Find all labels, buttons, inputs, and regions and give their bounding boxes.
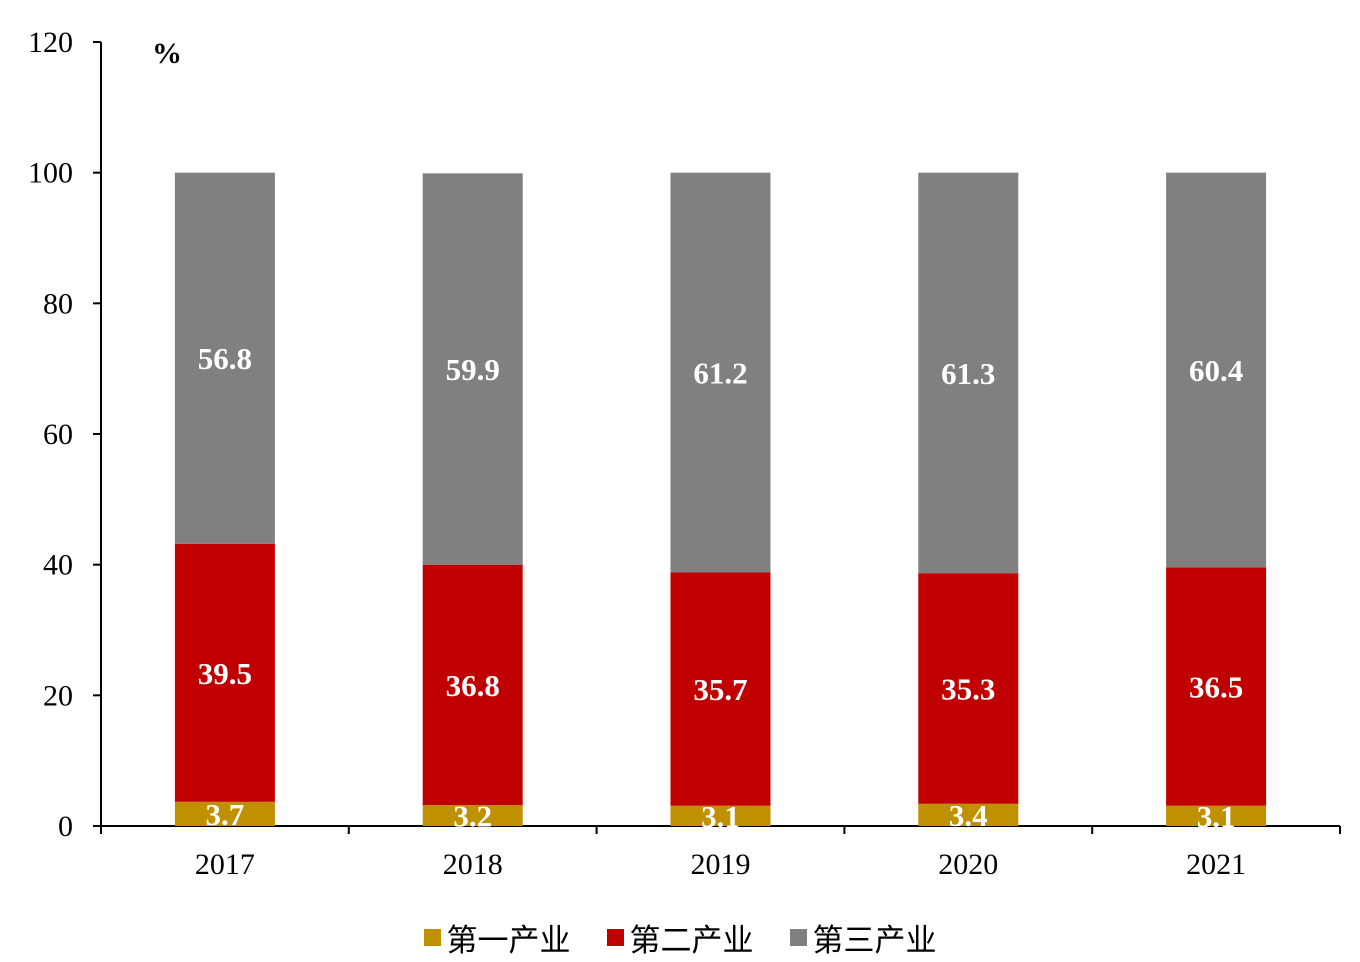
data-label: 35.3	[941, 671, 995, 706]
bar-segment	[422, 173, 523, 565]
data-label: 3.2	[453, 799, 492, 834]
y-unit-label: %	[152, 37, 182, 70]
y-tick-label: 80	[43, 287, 73, 320]
bar-segment	[1166, 567, 1267, 806]
bar-segment	[918, 803, 1019, 826]
legend-item: 第二产业	[606, 915, 754, 960]
bar-segment	[918, 573, 1019, 804]
data-label: 56.8	[198, 341, 252, 376]
bar-segment	[174, 172, 275, 544]
y-tick-label: 100	[28, 157, 73, 190]
y-axis: 0 20 40 60 80 100 120	[28, 26, 102, 843]
y-tick-label: 20	[43, 679, 73, 712]
legend-label: 第二产业	[629, 922, 754, 959]
bar-segment	[670, 572, 771, 806]
data-label: 39.5	[198, 656, 252, 691]
x-tick-label: 2018	[443, 848, 503, 881]
data-label: 3.1	[1197, 799, 1236, 834]
bar-segment	[1166, 172, 1267, 568]
data-label: 35.7	[693, 672, 747, 707]
legend-item: 第三产业	[789, 915, 937, 960]
data-label: 61.3	[941, 356, 995, 391]
bar-segment	[422, 564, 523, 806]
y-tick-label: 120	[28, 26, 73, 59]
data-label: 60.4	[1189, 353, 1243, 388]
bar-segment	[174, 543, 275, 802]
bar-segment	[918, 172, 1019, 574]
x-axis: 2017 2018 2019 2020 2021	[100, 825, 1341, 881]
x-tick-label: 2021	[1186, 848, 1246, 881]
legend-label: 第三产业	[812, 922, 937, 959]
data-labels: 3.7 39.5 56.8 3.2 36.8 59.9 3.1 35.7 61.2 3.4 35.3…	[198, 341, 1243, 834]
bar-segment	[670, 172, 771, 573]
bar-segment	[422, 805, 523, 826]
legend-label: 第一产业	[446, 922, 571, 959]
legend-swatch	[789, 928, 807, 946]
data-label: 3.7	[206, 797, 245, 832]
data-label: 3.4	[949, 798, 988, 833]
legend-swatch	[423, 928, 441, 946]
y-tick-label: 60	[43, 418, 73, 451]
legend-item: 第一产业	[423, 915, 571, 960]
y-tick-label: 0	[58, 810, 73, 843]
y-tick-label: 40	[43, 549, 73, 582]
bar-segment	[670, 805, 771, 826]
x-tick-label: 2019	[691, 848, 751, 881]
data-label: 36.5	[1189, 670, 1243, 705]
bars	[174, 172, 1267, 826]
data-label: 61.2	[693, 356, 747, 391]
data-label: 3.1	[701, 799, 740, 834]
bar-segment	[174, 801, 275, 826]
legend-swatch	[606, 928, 624, 946]
x-tick-label: 2017	[195, 848, 255, 881]
data-label: 36.8	[446, 668, 500, 703]
bar-segment	[1166, 805, 1267, 826]
x-tick-label: 2020	[938, 848, 998, 881]
data-label: 59.9	[446, 352, 500, 387]
legend: 第一产业 第二产业 第三产业	[0, 912, 1360, 962]
